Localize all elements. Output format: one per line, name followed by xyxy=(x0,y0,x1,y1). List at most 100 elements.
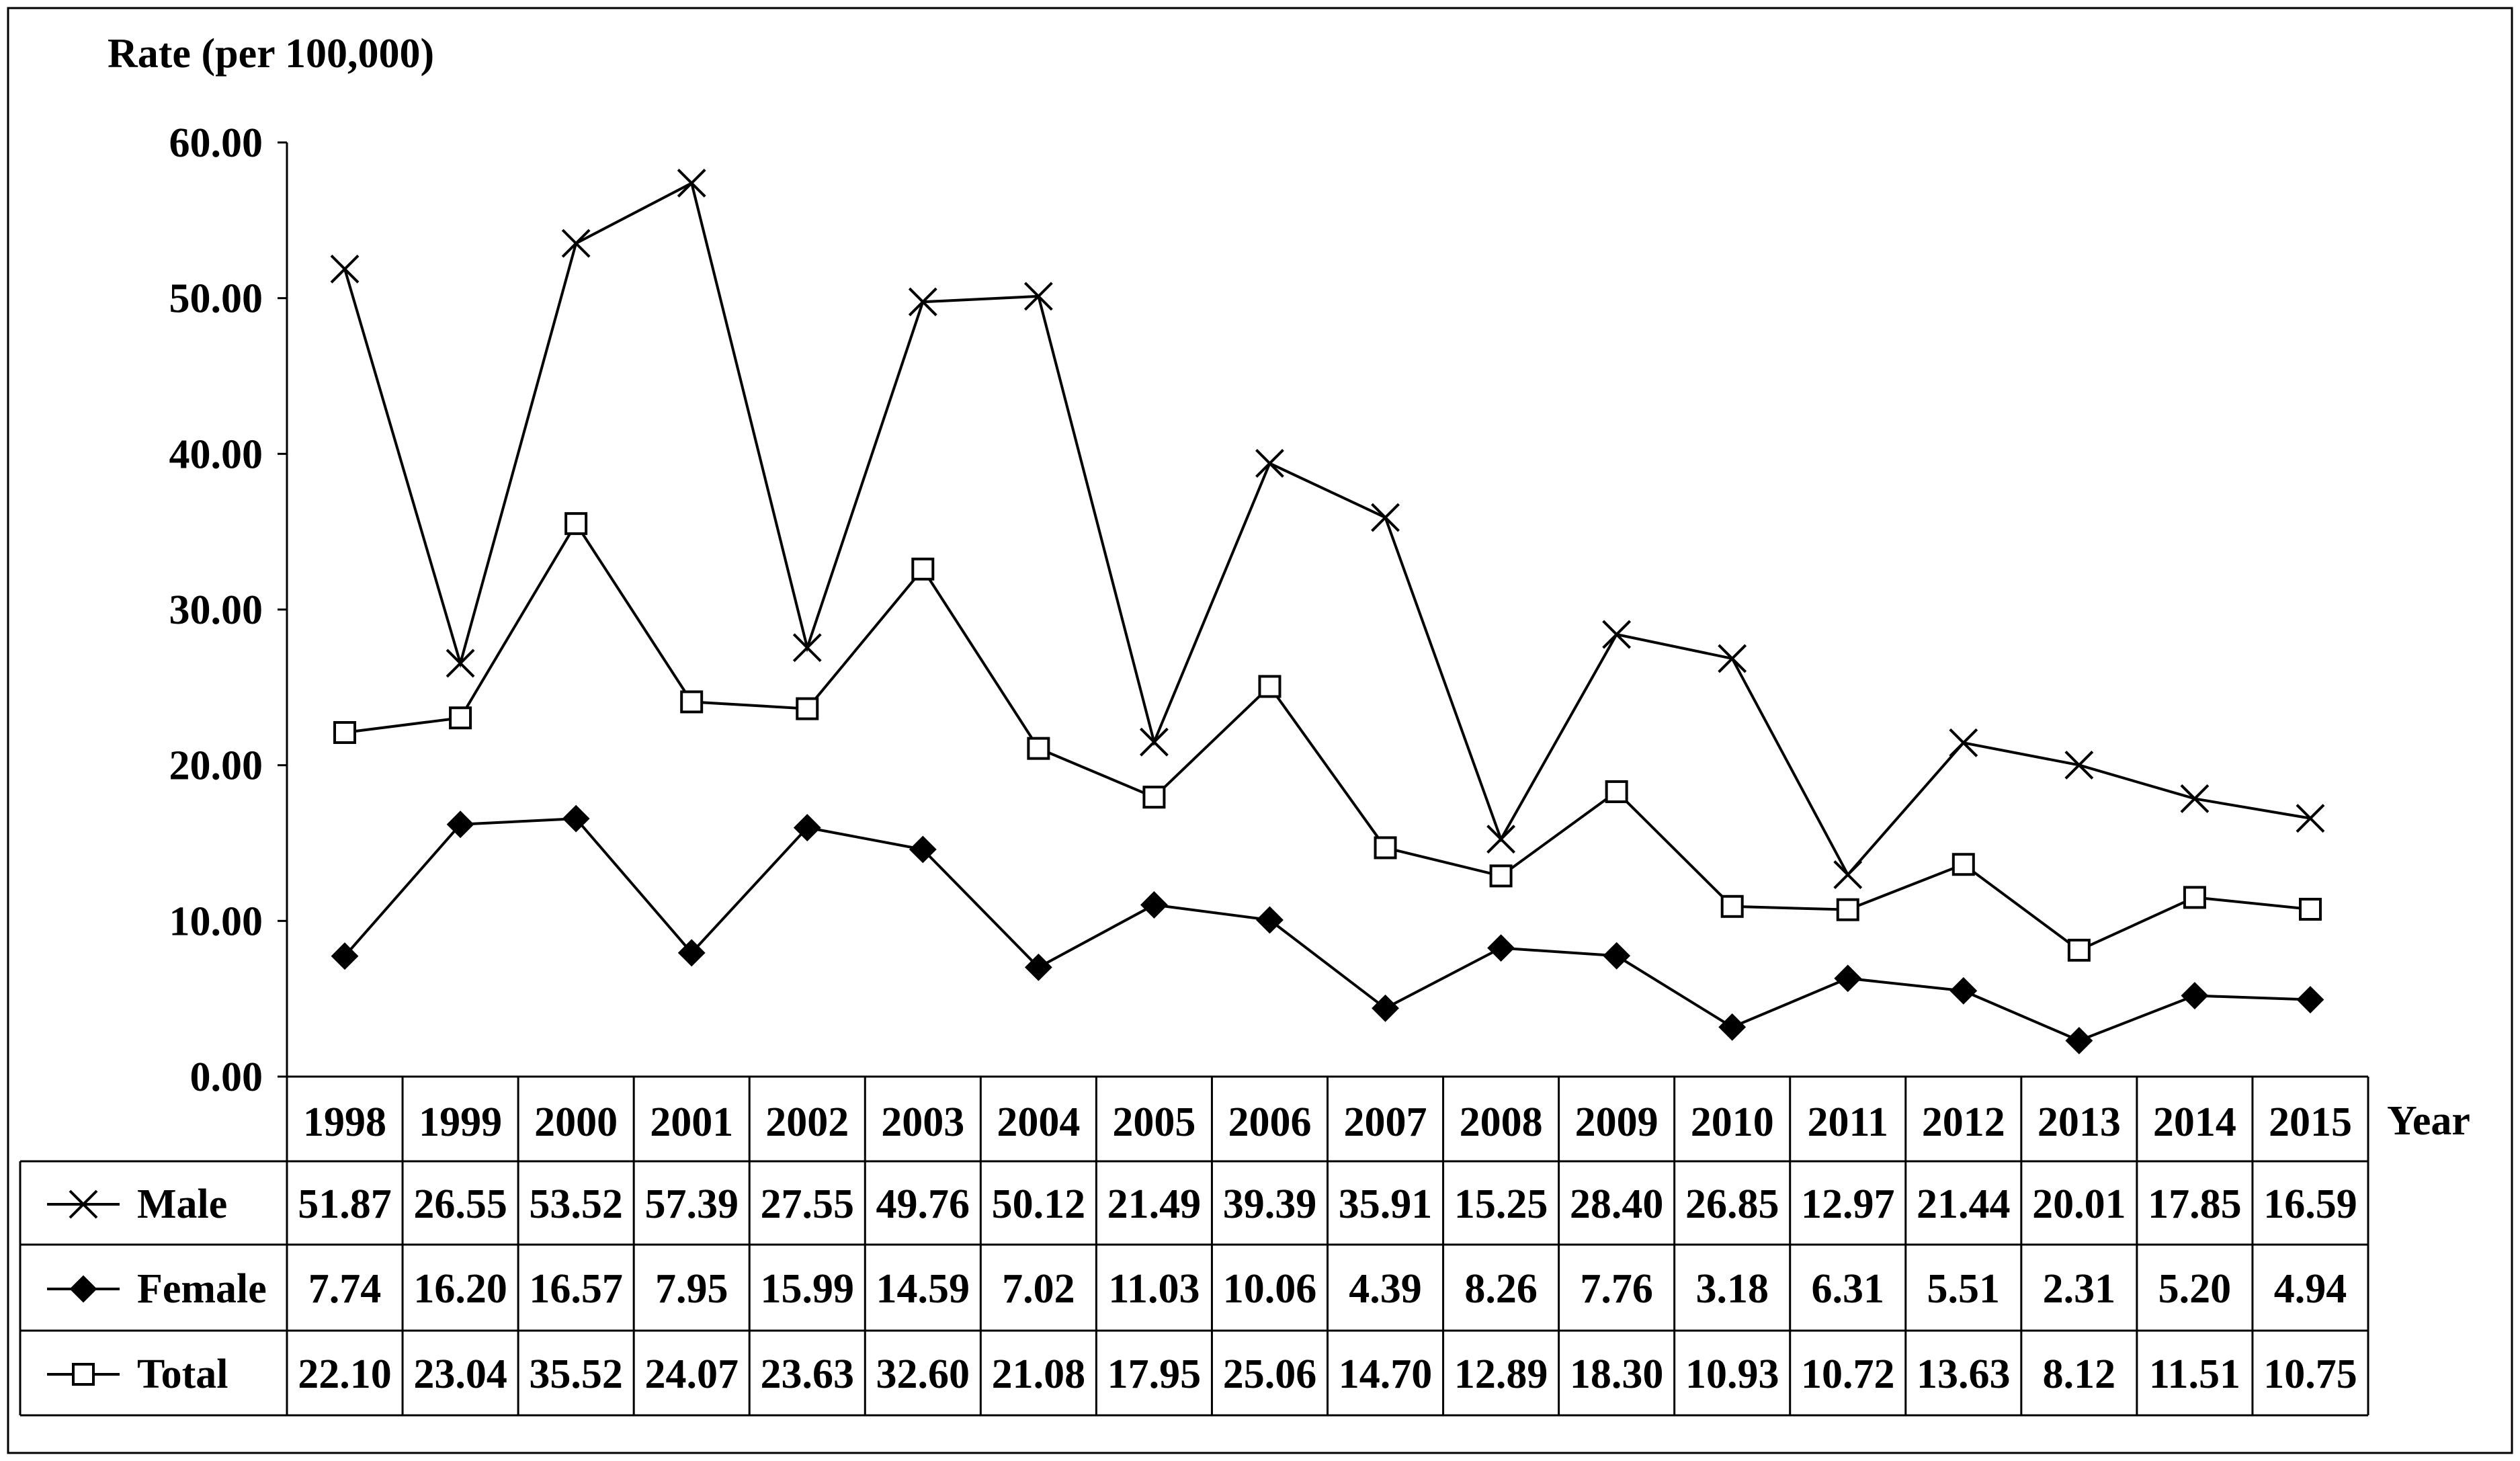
point xyxy=(2065,1027,2093,1054)
table-cell: 17.85 xyxy=(2148,1181,2242,1227)
table-cell: 8.12 xyxy=(2043,1351,2116,1397)
table-cell: 25.06 xyxy=(1223,1351,1317,1397)
point xyxy=(1486,825,1515,854)
table-cell: 8.26 xyxy=(1464,1266,1538,1312)
point xyxy=(909,835,937,864)
x-tick-label: 2008 xyxy=(1460,1099,1543,1145)
table-cell: 21.44 xyxy=(1917,1181,2011,1227)
x-tick-label: 2006 xyxy=(1228,1099,1311,1145)
x-axis-title: Year xyxy=(2387,1098,2470,1144)
series-total xyxy=(333,512,2322,962)
point xyxy=(2183,886,2206,909)
table-cell: 12.89 xyxy=(1454,1351,1548,1397)
table-cell: 4.39 xyxy=(1349,1266,1422,1312)
point xyxy=(1023,282,1053,311)
table-cell: 22.10 xyxy=(298,1351,392,1397)
table-cell: 49.76 xyxy=(876,1181,970,1227)
point xyxy=(793,814,821,841)
table-cell: 14.59 xyxy=(876,1266,970,1312)
point xyxy=(796,697,819,720)
table-cell: 5.20 xyxy=(2158,1266,2232,1312)
table-cell: 39.39 xyxy=(1223,1181,1317,1227)
table-cell: 21.49 xyxy=(1107,1181,1202,1227)
point xyxy=(677,169,706,198)
x-tick-label: 2010 xyxy=(1691,1099,1774,1145)
table-cell: 26.85 xyxy=(1685,1181,1779,1227)
point xyxy=(1255,449,1284,478)
point xyxy=(1140,891,1168,919)
series-male xyxy=(330,169,2325,889)
legend-label: Male xyxy=(137,1181,227,1227)
x-tick-label: 2014 xyxy=(2153,1099,2236,1145)
table-cell: 5.51 xyxy=(1927,1266,2001,1312)
table-cell: 7.74 xyxy=(308,1266,382,1312)
y-tick-label: 30.00 xyxy=(169,587,263,633)
point xyxy=(1024,953,1052,981)
table-cell: 14.70 xyxy=(1339,1351,1433,1397)
table-cell: 53.52 xyxy=(529,1181,623,1227)
point xyxy=(792,633,822,663)
point xyxy=(1951,853,1975,876)
x-tick-label: 2004 xyxy=(997,1099,1080,1145)
point xyxy=(1142,786,1166,809)
point xyxy=(564,512,588,536)
table-cell: 35.91 xyxy=(1339,1181,1433,1227)
point xyxy=(2067,938,2091,962)
point xyxy=(562,804,590,833)
x-tick-label: 2011 xyxy=(1807,1099,1888,1145)
table-cell: 17.95 xyxy=(1107,1351,1202,1397)
point xyxy=(677,939,706,967)
point xyxy=(2296,986,2324,1013)
table-cell: 6.31 xyxy=(1812,1266,1885,1312)
table-cell: 18.30 xyxy=(1570,1351,1664,1397)
point xyxy=(2181,982,2209,1009)
x-tick-label: 2002 xyxy=(765,1099,849,1145)
table-cell: 10.93 xyxy=(1685,1351,1779,1397)
point xyxy=(1718,1013,1747,1041)
x-tick-label: 2005 xyxy=(1112,1099,1195,1145)
point xyxy=(1258,675,1282,698)
table-cell: 16.20 xyxy=(413,1266,507,1312)
x-tick-label: 2012 xyxy=(1922,1099,2005,1145)
table-cell: 10.72 xyxy=(1801,1351,1895,1397)
table-cell: 7.76 xyxy=(1580,1266,1653,1312)
table-cell: 23.04 xyxy=(413,1351,507,1397)
point xyxy=(911,557,935,581)
x-tick-label: 2007 xyxy=(1344,1099,1427,1145)
point xyxy=(1603,942,1631,970)
legend-label: Total xyxy=(137,1351,228,1397)
axes: 0.00 10.00 20.00 30.00 40.00 50.00 60.00 xyxy=(169,120,288,1100)
point xyxy=(1949,976,1978,1005)
point xyxy=(333,721,357,745)
x-tick-label: 2009 xyxy=(1575,1099,1658,1145)
point xyxy=(2180,784,2210,813)
y-tick-label: 0.00 xyxy=(190,1054,263,1100)
series-line xyxy=(343,181,2311,878)
table-cell: 21.08 xyxy=(992,1351,1086,1397)
x-tick-label: 1998 xyxy=(303,1099,386,1145)
point xyxy=(69,1189,98,1219)
point xyxy=(331,942,359,970)
series-female xyxy=(331,804,2324,1054)
point xyxy=(1027,737,1050,760)
table-cell: 26.55 xyxy=(413,1181,507,1227)
data-table: 1998 1999 2000 2001 2002 2003 2004 2005 2006 2007… xyxy=(19,1075,2369,1417)
table-cell: 12.97 xyxy=(1801,1181,1895,1227)
table-cell: 10.75 xyxy=(2263,1351,2357,1397)
table-cell: 4.94 xyxy=(2274,1266,2347,1312)
point xyxy=(2298,897,2322,921)
x-tick-label: 1999 xyxy=(419,1099,502,1145)
table-cell: 51.87 xyxy=(298,1181,392,1227)
point xyxy=(2296,804,2325,833)
table-cell: 32.60 xyxy=(876,1351,970,1397)
table-cell: 57.39 xyxy=(644,1181,739,1227)
point xyxy=(1720,894,1744,918)
table-cell: 28.40 xyxy=(1570,1181,1664,1227)
table-cell: 16.57 xyxy=(529,1266,623,1312)
point xyxy=(1372,994,1399,1022)
point xyxy=(1371,503,1400,532)
table-cell: 11.03 xyxy=(1108,1266,1200,1312)
y-tick-label: 60.00 xyxy=(169,120,263,166)
point xyxy=(908,287,937,317)
